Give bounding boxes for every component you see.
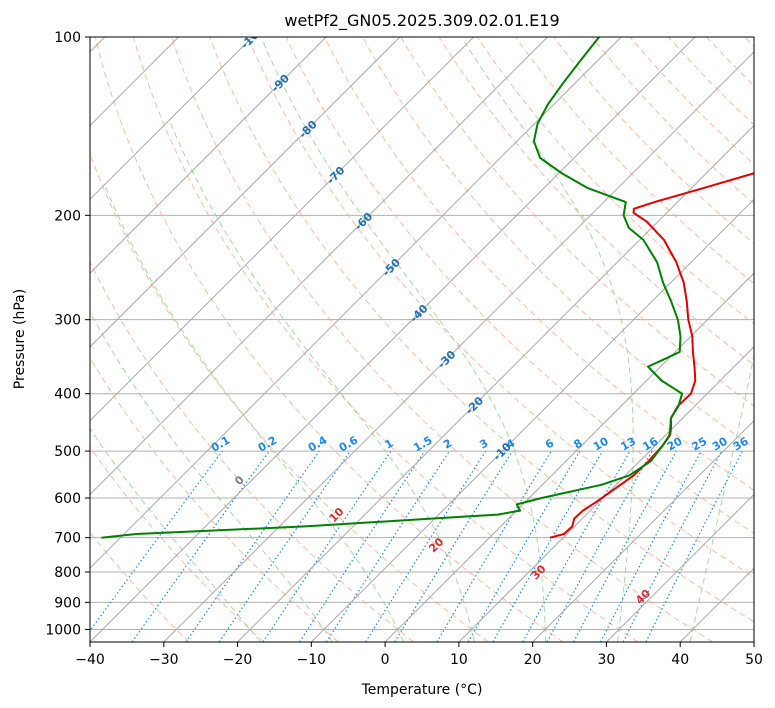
x-tick-label: 50 — [745, 652, 763, 668]
isotherm-line — [90, 37, 253, 201]
isotherm-line — [606, 493, 754, 642]
isotherm-line — [163, 51, 754, 642]
isotherm-line — [90, 37, 327, 274]
isotherm-line — [90, 37, 622, 569]
y-tick-label: 400 — [54, 387, 81, 403]
y-tick-label: 300 — [54, 313, 81, 329]
dry-adiabat-line — [90, 446, 265, 642]
x-tick-label: 20 — [524, 652, 542, 668]
y-tick-label: 1000 — [45, 622, 81, 638]
isotherm-line — [90, 37, 475, 422]
isotherm-line — [90, 37, 401, 348]
y-tick-label: 900 — [54, 595, 81, 611]
x-tick-label: 40 — [671, 652, 689, 668]
x-tick-label: −40 — [75, 652, 105, 668]
isotherm-line — [310, 198, 754, 642]
y-axis: 100 200 300 400 500 600 700 800 900 1000 — [45, 30, 90, 638]
y-tick-label: 100 — [54, 30, 81, 46]
x-axis-title: Temperature (°C) — [361, 682, 483, 698]
isotherm-line — [90, 37, 696, 642]
moist-adiabat-line — [262, 41, 547, 642]
dry-adiabat-line — [90, 260, 414, 642]
mixing-ratio-line — [131, 450, 270, 642]
mixing-ratio-lines — [90, 450, 744, 642]
y-tick-label: 500 — [54, 444, 81, 460]
isotherm-line — [237, 124, 754, 642]
mixing-ratio-line — [325, 450, 451, 642]
plot-area: 0.1 0.2 0.4 0.6 1 1.5 2 3 4 6 8 10 13 16 20 25 30 36-100-… — [90, 37, 754, 642]
mixing-ratio-line — [185, 450, 320, 642]
mixing-ratio-line — [492, 450, 604, 642]
mixing-ratio-line — [90, 450, 223, 632]
mixing-ratio-line — [218, 450, 351, 642]
dewpoint-line — [101, 37, 684, 539]
y-tick-label: 800 — [54, 565, 81, 581]
moist-adiabat-line — [104, 185, 404, 642]
moist-adiabat-line — [90, 311, 333, 642]
x-tick-label: −20 — [223, 652, 253, 668]
dry-adiabat-line — [629, 37, 754, 165]
dry-adiabat-line — [132, 37, 639, 642]
isobar-grid — [90, 37, 754, 630]
x-tick-label: 10 — [450, 652, 468, 668]
dry-adiabat-line — [94, 37, 564, 642]
mixing-ratio-line — [394, 450, 513, 642]
sounding-series — [101, 37, 754, 539]
isotherm-line — [532, 419, 754, 642]
y-tick-label: 700 — [54, 531, 81, 547]
moist-adiabat-line — [90, 427, 261, 642]
temperature-line — [549, 172, 754, 539]
dry-adiabat-line — [438, 37, 754, 366]
isotherm-line — [458, 346, 754, 642]
isotherm-line — [384, 272, 754, 642]
dry-adiabat-line — [553, 37, 754, 245]
dry-adiabat-line — [400, 37, 754, 407]
isotherm-lines — [90, 37, 754, 642]
chart-title: wetPf2_GN05.2025.309.02.01.E19 — [284, 11, 559, 31]
mixing-ratio-line — [436, 450, 552, 642]
moist-adiabat-line — [689, 353, 754, 642]
x-tick-label: −10 — [297, 652, 327, 668]
plot-frame — [89, 36, 755, 643]
y-tick-label: 600 — [54, 491, 81, 507]
x-tick-label: 30 — [598, 652, 616, 668]
x-axis: −40 −30 −20 −10 0 10 20 30 40 50 — [75, 642, 763, 668]
mixing-ratio-line — [467, 450, 581, 642]
mixing-ratio-line — [365, 450, 487, 642]
y-tick-label: 200 — [54, 208, 81, 224]
isotherm-line — [90, 37, 548, 496]
dry-adiabat-line — [515, 37, 754, 285]
dry-adiabat-line — [323, 37, 754, 491]
moist-adiabat-line — [170, 123, 475, 642]
x-tick-label: −30 — [149, 652, 179, 668]
dry-adiabat-line — [209, 37, 754, 623]
x-tick-label: 0 — [381, 652, 390, 668]
y-axis-title: Pressure (hPa) — [12, 289, 28, 389]
mixing-ratio-line — [572, 450, 677, 642]
mixing-ratio-line — [522, 450, 631, 642]
